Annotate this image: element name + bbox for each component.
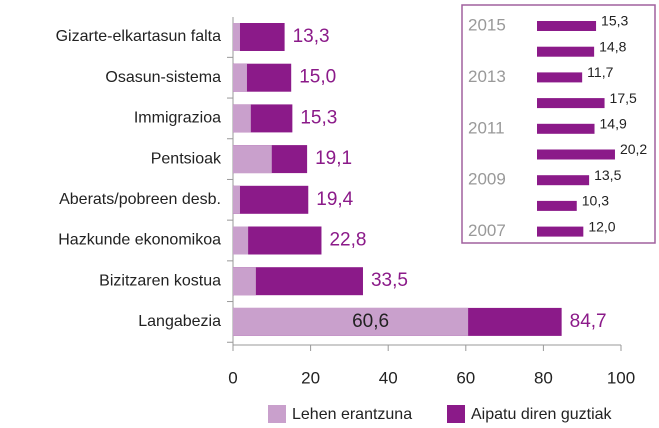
year-label: 2013 (468, 67, 506, 86)
inset-bar (537, 200, 577, 211)
year-label: 2007 (468, 221, 506, 240)
legend-swatch (268, 405, 286, 423)
inset-bar (537, 46, 595, 57)
value-label: 15,3 (300, 107, 337, 128)
value-label: 19,1 (315, 148, 352, 169)
inset-value-label: 12,0 (588, 218, 615, 234)
category-label: Pentsioak (151, 150, 222, 167)
category-label: Osasun-sistema (105, 69, 221, 86)
inset-bar (537, 149, 615, 160)
bar (233, 185, 240, 214)
bar (233, 185, 309, 214)
value-label: 19,4 (316, 189, 353, 210)
bar (233, 307, 469, 336)
bar (233, 63, 247, 92)
category-label: Langabezia (138, 313, 221, 330)
value-label: 84,7 (570, 311, 607, 332)
value-label: 22,8 (329, 230, 366, 251)
inset-value-label: 17,5 (610, 90, 637, 106)
inset-value-label: 13,5 (594, 167, 621, 183)
inset-bar (537, 72, 583, 83)
inset-value-label: 14,9 (600, 116, 627, 132)
bar (233, 23, 285, 51)
x-tick-label: 100 (607, 368, 635, 387)
legend-label: Aipatu diren guztiak (471, 406, 613, 423)
category-label: Gizarte-elkartasun falta (56, 28, 222, 45)
category-label: Bizitzaren kostua (99, 272, 221, 289)
year-label: 2009 (468, 170, 506, 189)
value-label: 13,3 (293, 26, 330, 47)
inset-bar (537, 226, 584, 237)
value-label: 60,6 (352, 311, 389, 332)
x-tick-label: 40 (379, 368, 398, 387)
legend-label: Lehen erantzuna (292, 406, 412, 423)
inset-bar (537, 175, 590, 186)
category-label: Aberats/pobreen desb. (59, 191, 221, 208)
inset-bar (537, 21, 597, 31)
inset-value-label: 10,3 (582, 193, 609, 209)
inset-value-label: 11,7 (587, 64, 613, 80)
inset-value-label: 15,3 (601, 13, 628, 29)
value-label: 33,5 (371, 270, 408, 291)
bar (233, 104, 251, 133)
inset-bar (537, 98, 605, 109)
x-tick-label: 60 (456, 368, 475, 387)
bar (233, 226, 249, 255)
inset-value-label: 14,8 (599, 38, 626, 54)
year-label: 2011 (468, 118, 505, 137)
category-label: Hazkunde ekonomikoa (58, 232, 221, 249)
x-tick-label: 80 (534, 368, 553, 387)
x-tick-label: 0 (228, 368, 237, 387)
value-label: 15,0 (299, 67, 336, 88)
x-tick-label: 20 (301, 368, 320, 387)
bar (233, 267, 256, 296)
inset-value-label: 20,2 (620, 141, 647, 157)
bar (233, 23, 240, 51)
year-label: 2015 (468, 15, 506, 34)
inset-bar (537, 123, 595, 134)
bar (233, 145, 272, 174)
legend-swatch (447, 405, 465, 423)
category-label: Immigrazioa (134, 110, 221, 127)
